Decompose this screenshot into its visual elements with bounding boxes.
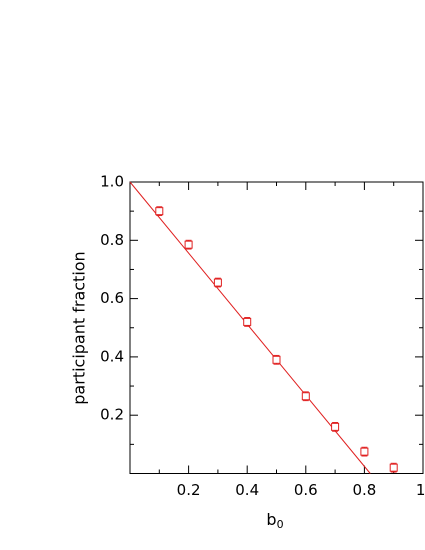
y-axis-label: participant fraction: [70, 251, 89, 404]
y-tick-label: 1.0: [100, 173, 124, 191]
marker: [389, 463, 398, 472]
marker: [331, 422, 340, 431]
x-tick-label: 0.2: [177, 481, 201, 499]
x-tick-label: 0.4: [235, 481, 259, 499]
marker: [272, 355, 281, 364]
plot-frame: [129, 181, 424, 474]
fit-line: [129, 181, 371, 474]
marker: [243, 317, 252, 326]
x-tick-label: 1.: [416, 481, 425, 499]
y-tick-label: 0.6: [100, 289, 124, 307]
y-tick-label: 0.8: [100, 231, 124, 249]
marker: [155, 207, 164, 216]
x-tick-label: 0.8: [352, 481, 376, 499]
marker: [301, 392, 310, 401]
marker: [213, 278, 222, 287]
x-tick-label: 0.6: [294, 481, 318, 499]
marker: [184, 240, 193, 249]
marker: [360, 447, 369, 456]
y-tick-label: 0.2: [100, 406, 124, 424]
y-tick-label: 0.4: [100, 347, 124, 365]
x-label-sub: 0: [277, 518, 284, 531]
x-axis-label: b0: [266, 510, 283, 532]
x-label-base: b: [266, 510, 276, 529]
